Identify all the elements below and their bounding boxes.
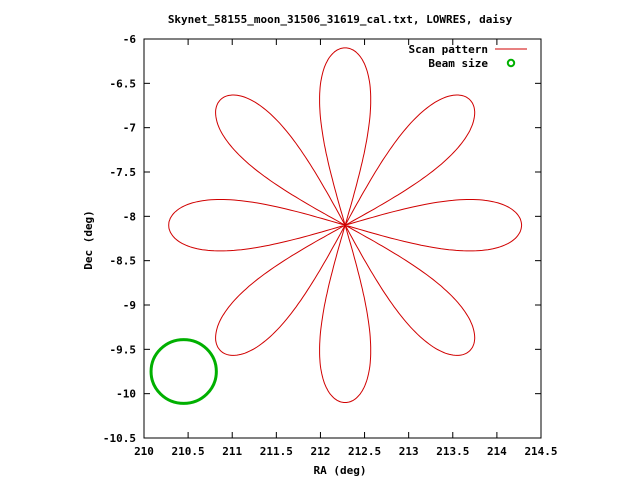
beam-size-circle xyxy=(149,338,218,405)
series-layer xyxy=(149,47,523,405)
scan-petal-0 xyxy=(344,199,523,252)
y-tick-label: -7 xyxy=(123,122,136,135)
legend: Scan pattern Beam size xyxy=(409,43,527,70)
y-axis-label: Dec (deg) xyxy=(82,210,95,270)
chart-title: Skynet_58155_moon_31506_31619_cal.txt, L… xyxy=(168,13,513,26)
x-tick-label: 214.5 xyxy=(524,445,557,458)
scan-petal-7 xyxy=(344,224,476,356)
y-tick-label: -10 xyxy=(116,388,136,401)
x-tick-label: 212.5 xyxy=(348,445,381,458)
y-tick-label: -9.5 xyxy=(110,343,137,356)
legend-label-scan: Scan pattern xyxy=(409,43,488,56)
y-axis: -6 -6.5 -7 -7.5 -8 -8.5 -9 -9.5 -10 -10.5 xyxy=(103,33,541,445)
x-tick-label: 213 xyxy=(399,445,419,458)
y-tick-label: -10.5 xyxy=(103,432,136,445)
y-tick-label: -8.5 xyxy=(110,255,137,268)
legend-label-beam: Beam size xyxy=(428,57,488,70)
scan-petal-4 xyxy=(168,199,346,252)
x-tick-label: 214 xyxy=(487,445,507,458)
x-tick-label: 210 xyxy=(134,445,154,458)
y-tick-label: -7.5 xyxy=(110,166,137,179)
plot-border xyxy=(143,38,542,439)
scan-petal-5 xyxy=(215,224,346,356)
scan-petal-3 xyxy=(215,94,346,226)
x-tick-label: 211.5 xyxy=(260,445,293,458)
x-tick-label: 210.5 xyxy=(172,445,205,458)
plot-frame xyxy=(143,38,542,439)
x-tick-label: 213.5 xyxy=(436,445,469,458)
legend-marker-beam xyxy=(506,58,516,68)
y-tick-label: -8 xyxy=(123,210,136,223)
scan-petal-2 xyxy=(319,47,372,226)
y-tick-label: -6 xyxy=(123,33,137,46)
x-axis-label: RA (deg) xyxy=(314,464,367,477)
x-axis: 210 210.5 211 211.5 212 212.5 213 213.5 214 214.5 xyxy=(134,39,558,458)
y-tick-label: -9 xyxy=(123,299,136,312)
x-tick-label: 212 xyxy=(311,445,331,458)
y-tick-label: -6.5 xyxy=(110,77,137,90)
scan-petal-1 xyxy=(344,94,476,226)
scan-petal-6 xyxy=(319,225,372,403)
x-tick-label: 211 xyxy=(222,445,242,458)
